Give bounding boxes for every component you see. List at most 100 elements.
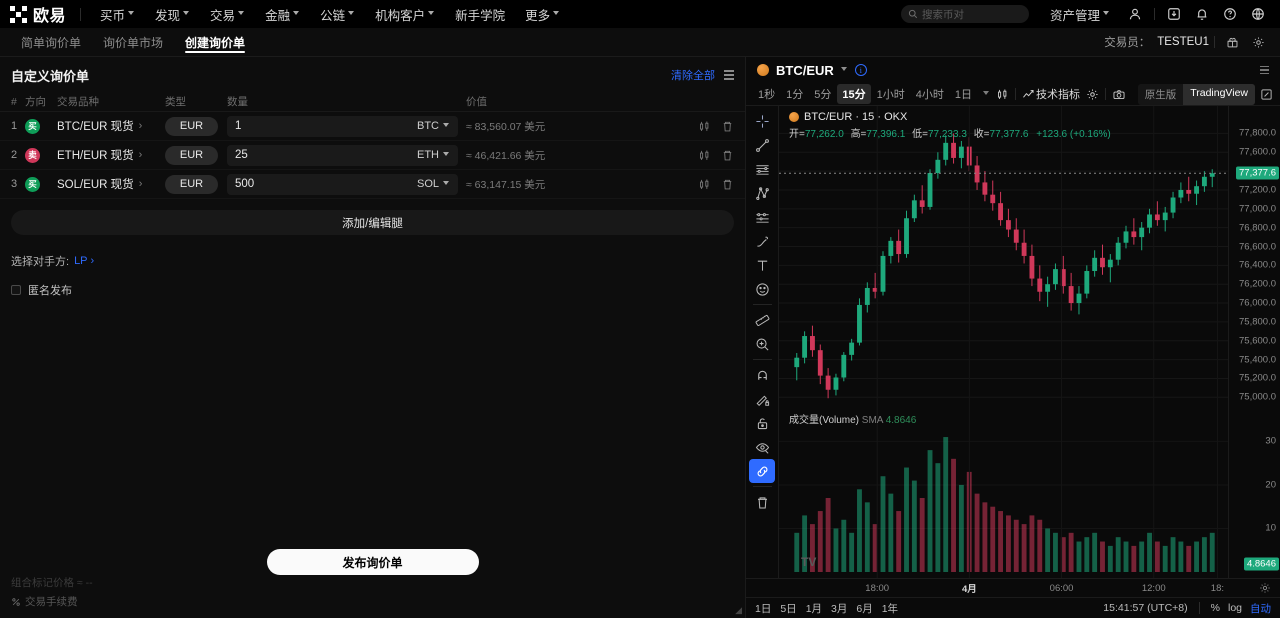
horizontal-lines-icon[interactable]	[749, 157, 775, 181]
trading-fee-row[interactable]: 交易手续费	[11, 594, 734, 609]
tab-simple-rfq[interactable]: 简单询价单	[10, 28, 92, 56]
user-account-button[interactable]	[1123, 3, 1147, 25]
type-pill[interactable]: EUR	[165, 174, 218, 194]
trash-icon[interactable]	[721, 120, 734, 133]
crosshair-icon[interactable]	[749, 109, 775, 133]
more-options-icon[interactable]	[1260, 65, 1269, 75]
nav-item-finance[interactable]: 金融	[256, 1, 309, 28]
time-axis-settings-icon[interactable]	[1259, 582, 1271, 594]
pitchfork-icon[interactable]	[749, 181, 775, 205]
search-input[interactable]: 搜索币对	[900, 5, 1029, 23]
help-button[interactable]	[1218, 3, 1242, 25]
candlestick-chart-icon[interactable]	[698, 149, 711, 162]
range-3mo[interactable]: 3月	[831, 602, 848, 615]
percent-scale-button[interactable]: %	[1210, 602, 1220, 614]
zoom-in-icon[interactable]	[749, 332, 775, 356]
emoji-icon[interactable]	[749, 277, 775, 301]
measure-lock-icon[interactable]	[749, 387, 775, 411]
nav-item-chain[interactable]: 公链	[311, 1, 364, 28]
info-icon[interactable]: i	[854, 64, 867, 76]
text-icon[interactable]	[749, 253, 775, 277]
type-pill[interactable]: EUR	[165, 116, 218, 136]
range-1d[interactable]: 1日	[755, 602, 772, 615]
ruler-icon[interactable]	[749, 308, 775, 332]
quantity-input[interactable]: 25 ETH	[227, 144, 458, 166]
trash-icon[interactable]	[749, 490, 775, 514]
language-button[interactable]	[1246, 3, 1270, 25]
range-5d[interactable]: 5日	[780, 602, 797, 615]
price-plot-area[interactable]: BTC/EUR · 15 · OKX 开=77,262.0 高=77,396.1…	[779, 106, 1228, 578]
timeframe-1m[interactable]: 1分	[786, 89, 804, 101]
okx-logo[interactable]: 欧易	[10, 2, 66, 26]
snapshot-camera-icon[interactable]	[1112, 88, 1126, 101]
link-icon[interactable]	[749, 459, 775, 483]
timeframe-1d[interactable]: 1日	[954, 89, 972, 101]
timeframe-4h[interactable]: 4小时	[915, 89, 944, 101]
symbol-selector[interactable]: BTC/EUR 现货 ›	[57, 118, 165, 134]
candlestick-type-icon[interactable]	[996, 88, 1009, 101]
nav-item-academy[interactable]: 新手学院	[446, 1, 514, 28]
notifications-button[interactable]	[1190, 3, 1214, 25]
tab-create-rfq[interactable]: 创建询价单	[174, 28, 256, 56]
list-menu-icon[interactable]	[724, 70, 734, 80]
view-mode-tradingview[interactable]: TradingView	[1183, 83, 1255, 105]
assets-management-menu[interactable]: 资产管理	[1041, 1, 1119, 28]
symbol-selector[interactable]: ETH/EUR 现货 ›	[57, 147, 165, 163]
trend-line-icon[interactable]	[749, 133, 775, 157]
price-axis[interactable]: 77,800.077,600.077,400.077,200.077,000.0…	[1228, 106, 1280, 578]
clear-all-button[interactable]: 清除全部	[671, 70, 715, 82]
fullscreen-icon[interactable]	[1260, 88, 1273, 101]
quantity-input[interactable]: 500 SOL	[227, 173, 458, 195]
trash-icon[interactable]	[721, 149, 734, 162]
resize-handle[interactable]: ◢	[735, 605, 742, 615]
direction-cell[interactable]: 买	[25, 176, 57, 192]
nav-item-buy-crypto[interactable]: 买币	[91, 1, 144, 28]
candlestick-chart-icon[interactable]	[698, 178, 711, 191]
timeframe-1h[interactable]: 1小时	[876, 89, 905, 101]
range-1y[interactable]: 1年	[881, 602, 899, 615]
range-6mo[interactable]: 6月	[856, 602, 873, 615]
rewards-button[interactable]	[1220, 31, 1244, 53]
nav-item-institutional[interactable]: 机构客户	[366, 1, 444, 28]
table-row[interactable]: 1 买 BTC/EUR 现货 › EUR 1	[0, 112, 745, 141]
brush-icon[interactable]	[749, 229, 775, 253]
quantity-unit-selector[interactable]: ETH	[417, 149, 450, 161]
chevron-down-icon[interactable]	[983, 90, 990, 98]
range-1mo[interactable]: 1月	[805, 602, 823, 615]
add-edit-leg-button[interactable]: 添加/编辑腿	[11, 210, 734, 235]
direction-cell[interactable]: 买	[25, 118, 57, 134]
download-app-button[interactable]	[1162, 3, 1186, 25]
nav-item-trade[interactable]: 交易	[201, 1, 254, 28]
timeframe-1s[interactable]: 1秒	[758, 89, 776, 101]
magnet-icon[interactable]	[749, 363, 775, 387]
indicators-label[interactable]: 技术指标	[1036, 89, 1080, 101]
type-pill[interactable]: EUR	[165, 145, 218, 165]
chevron-down-icon[interactable]	[840, 66, 848, 74]
table-row[interactable]: 3 买 SOL/EUR 现货 › EUR 500	[0, 170, 745, 199]
nav-item-discover[interactable]: 发现	[146, 1, 199, 28]
timeframe-15m[interactable]: 15分	[837, 84, 871, 104]
pattern-icon[interactable]	[749, 205, 775, 229]
checkbox[interactable]	[11, 285, 21, 295]
log-scale-button[interactable]: log	[1227, 602, 1242, 614]
nav-item-more[interactable]: 更多	[516, 1, 569, 28]
anonymous-publish-toggle[interactable]: 匿名发布	[0, 269, 745, 298]
table-row[interactable]: 2 卖 ETH/EUR 现货 › EUR 25	[0, 141, 745, 170]
lock-icon[interactable]	[749, 411, 775, 435]
quantity-input[interactable]: 1 BTC	[227, 115, 458, 137]
candlestick-chart-icon[interactable]	[698, 120, 711, 133]
settings-button[interactable]	[1246, 31, 1270, 53]
symbol-selector[interactable]: SOL/EUR 现货 ›	[57, 176, 165, 192]
direction-cell[interactable]: 卖	[25, 147, 57, 163]
eye-hide-icon[interactable]	[749, 435, 775, 459]
counterparty-selector[interactable]: LP ›	[74, 255, 94, 267]
chart-settings-icon[interactable]	[1086, 88, 1099, 101]
auto-scale-button[interactable]: 自动	[1250, 602, 1271, 615]
trash-icon[interactable]	[721, 178, 734, 191]
tab-rfq-market[interactable]: 询价单市场	[92, 28, 174, 56]
quantity-unit-selector[interactable]: SOL	[417, 178, 450, 190]
view-mode-native[interactable]: 原生版	[1144, 88, 1177, 101]
quantity-unit-selector[interactable]: BTC	[417, 120, 450, 132]
publish-rfq-button[interactable]: 发布询价单	[266, 549, 479, 575]
timeframe-5m[interactable]: 5分	[814, 89, 832, 101]
